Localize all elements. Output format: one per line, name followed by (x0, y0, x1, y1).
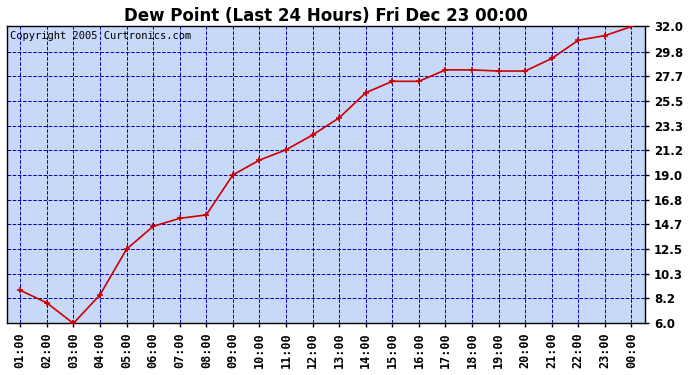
Text: Copyright 2005 Curtronics.com: Copyright 2005 Curtronics.com (10, 31, 191, 41)
Title: Dew Point (Last 24 Hours) Fri Dec 23 00:00: Dew Point (Last 24 Hours) Fri Dec 23 00:… (124, 7, 528, 25)
